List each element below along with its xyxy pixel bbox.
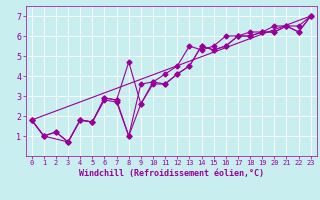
X-axis label: Windchill (Refroidissement éolien,°C): Windchill (Refroidissement éolien,°C) <box>79 169 264 178</box>
